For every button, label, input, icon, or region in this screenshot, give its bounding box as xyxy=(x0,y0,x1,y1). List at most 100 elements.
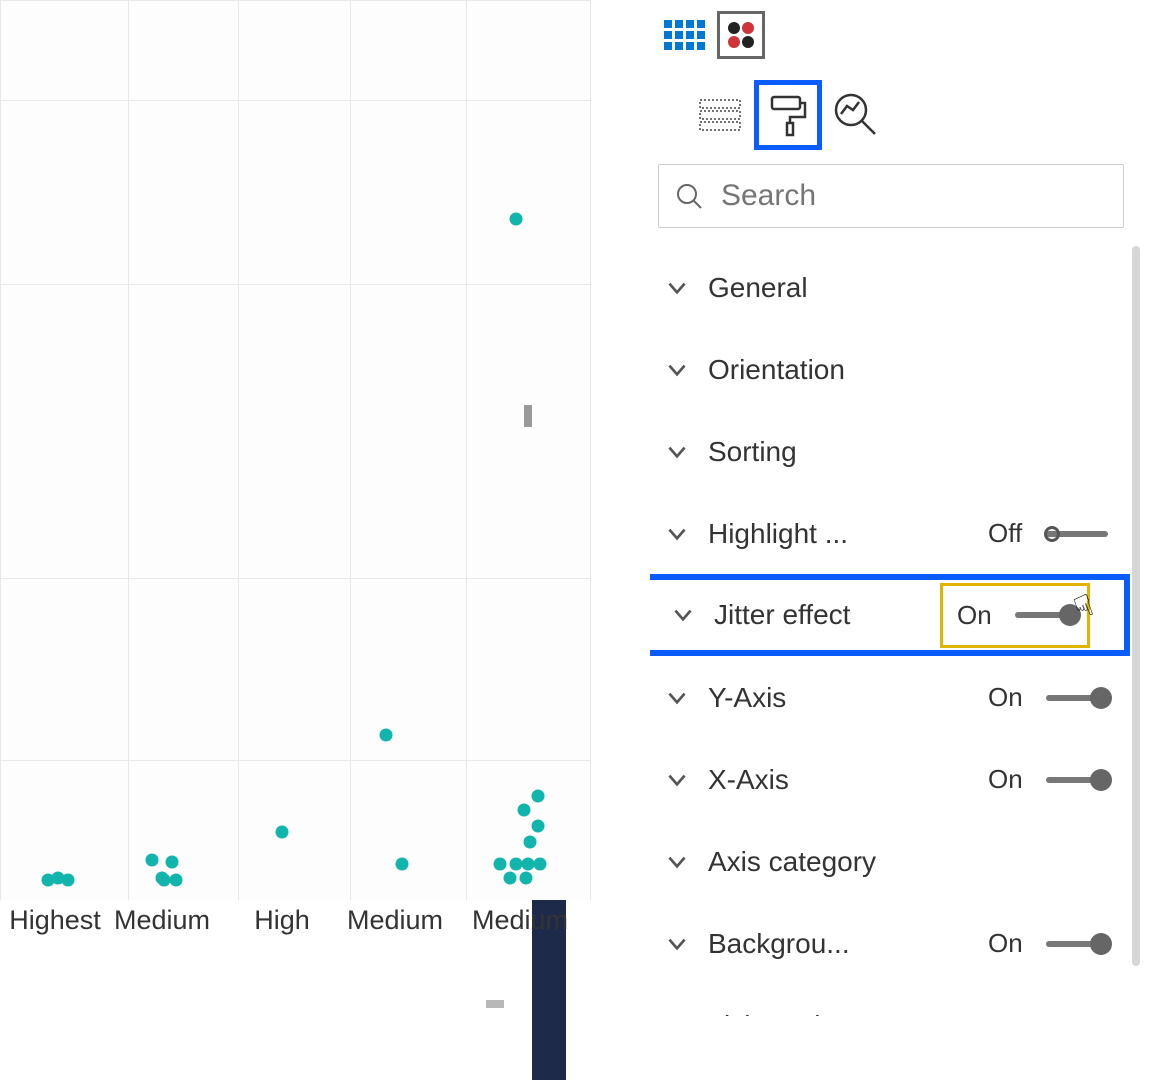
toggle-background[interactable]: On xyxy=(988,928,1108,959)
resize-handle-horizontal[interactable] xyxy=(486,1000,504,1008)
section-yaxis[interactable]: Y-AxisOn xyxy=(650,656,1142,738)
toggle-state-label: On xyxy=(988,764,1036,795)
toggle-thumb[interactable] xyxy=(1090,769,1112,791)
toggle-state-label: On xyxy=(988,928,1036,959)
toggle-state-label: On xyxy=(988,682,1036,713)
chart-gridline-v xyxy=(350,0,351,900)
chart-gridline-h xyxy=(0,760,590,761)
section-jitter[interactable]: Jitter effectOn☟ xyxy=(650,574,1130,656)
section-label: Highlight ... xyxy=(708,518,988,550)
scatter-point[interactable] xyxy=(524,836,537,849)
tab-format[interactable] xyxy=(754,80,822,150)
scatter-point[interactable] xyxy=(534,858,547,871)
section-axiscategory[interactable]: Axis category xyxy=(650,820,1142,902)
section-xaxis[interactable]: X-AxisOn xyxy=(650,738,1142,820)
chart-gridline-v xyxy=(0,0,1,900)
toggle-track[interactable] xyxy=(1046,695,1108,701)
section-label: Orientation xyxy=(708,354,1142,386)
search-input[interactable] xyxy=(721,179,1107,213)
chevron-down-icon xyxy=(664,767,690,793)
analytics-icon xyxy=(833,92,879,138)
section-general[interactable]: General xyxy=(650,246,1142,328)
scatter-point[interactable] xyxy=(62,874,75,887)
toggle-track[interactable] xyxy=(1046,777,1108,783)
chart-gridline-h xyxy=(0,578,590,579)
toggle-thumb[interactable] xyxy=(1090,933,1112,955)
chevron-down-icon xyxy=(664,1013,690,1017)
section-orientation[interactable]: Orientation xyxy=(650,328,1142,410)
scrollbar-thumb[interactable] xyxy=(1132,246,1140,966)
toggle-track[interactable] xyxy=(1015,612,1077,618)
x-axis-label: High xyxy=(254,905,310,936)
scatter-point[interactable] xyxy=(170,874,183,887)
section-label: Tick marks xyxy=(708,1010,1142,1017)
scatter-point[interactable] xyxy=(504,872,517,885)
section-label: Backgrou... xyxy=(708,928,988,960)
chart-gridline-v xyxy=(128,0,129,900)
x-axis-label: Medium xyxy=(114,905,210,936)
scatter-point[interactable] xyxy=(396,858,409,871)
chevron-down-icon xyxy=(664,521,690,547)
toggle-highlight[interactable]: Off xyxy=(988,518,1108,549)
toggle-track[interactable] xyxy=(1046,531,1108,537)
section-label: X-Axis xyxy=(708,764,988,796)
x-axis-label: Medium xyxy=(472,905,568,936)
format-sections-list: General Orientation Sorting Highlight ...Of… xyxy=(650,246,1142,1016)
chart-gridline-h xyxy=(0,100,590,101)
chevron-down-icon xyxy=(664,849,690,875)
scatter-point[interactable] xyxy=(532,820,545,833)
toggle-thumb[interactable] xyxy=(1059,604,1081,626)
section-sorting[interactable]: Sorting xyxy=(650,410,1142,492)
viz-type-matrix-icon[interactable] xyxy=(664,20,705,50)
scatter-plot-area xyxy=(0,0,590,900)
toggle-jitter[interactable]: On☟ xyxy=(940,583,1090,648)
chart-gridline-v xyxy=(466,0,467,900)
toggle-track[interactable] xyxy=(1046,941,1108,947)
scatter-point[interactable] xyxy=(532,790,545,803)
scatter-point[interactable] xyxy=(276,826,289,839)
format-search-box[interactable] xyxy=(658,164,1124,228)
fields-icon xyxy=(699,98,741,132)
scatter-point[interactable] xyxy=(494,858,507,871)
chevron-down-icon xyxy=(664,931,690,957)
chart-canvas[interactable]: HighestMediumHighMediumMedium xyxy=(0,0,532,1080)
section-tickmarks[interactable]: Tick marks xyxy=(650,984,1142,1016)
scatter-point[interactable] xyxy=(518,804,531,817)
toggle-state-label: On xyxy=(957,600,1005,631)
paint-roller-icon xyxy=(768,93,808,137)
scatter-point[interactable] xyxy=(380,729,393,742)
chart-gridline-h xyxy=(0,284,590,285)
section-label: Axis category xyxy=(708,846,1142,878)
x-axis-labels: HighestMediumHighMediumMedium xyxy=(0,905,590,955)
panel-tabs xyxy=(650,70,1142,160)
toggle-thumb[interactable] xyxy=(1044,526,1060,542)
chart-gridline-h xyxy=(0,0,590,1)
scatter-point[interactable] xyxy=(520,872,533,885)
chevron-down-icon xyxy=(664,357,690,383)
scatter-point[interactable] xyxy=(166,856,179,869)
chart-gridline-v xyxy=(238,0,239,900)
viz-type-custom-icon[interactable] xyxy=(717,11,765,59)
tab-analytics[interactable] xyxy=(822,80,890,150)
search-icon xyxy=(675,182,703,210)
scatter-point[interactable] xyxy=(156,872,169,885)
section-highlight[interactable]: Highlight ...Off xyxy=(650,492,1142,574)
panel-scrollbar[interactable] xyxy=(1132,246,1140,986)
section-background[interactable]: Backgrou...On xyxy=(650,902,1142,984)
section-label: Sorting xyxy=(708,436,1142,468)
chevron-down-icon xyxy=(664,275,690,301)
x-axis-label: Medium xyxy=(347,905,443,936)
tab-fields[interactable] xyxy=(686,80,754,150)
scatter-point[interactable] xyxy=(510,213,523,226)
toggle-yaxis[interactable]: On xyxy=(988,682,1108,713)
scatter-point[interactable] xyxy=(146,854,159,867)
chevron-down-icon xyxy=(670,602,696,628)
visualizations-format-panel: General Orientation Sorting Highlight ...Of… xyxy=(628,0,1152,1080)
toggle-thumb[interactable] xyxy=(1090,687,1112,709)
app-root: HighestMediumHighMediumMedium xyxy=(0,0,1152,1080)
viz-gallery-row xyxy=(650,0,1142,70)
resize-handle-vertical[interactable] xyxy=(524,405,532,427)
chevron-down-icon xyxy=(664,439,690,465)
chart-gridline-v xyxy=(590,0,591,900)
toggle-xaxis[interactable]: On xyxy=(988,764,1108,795)
